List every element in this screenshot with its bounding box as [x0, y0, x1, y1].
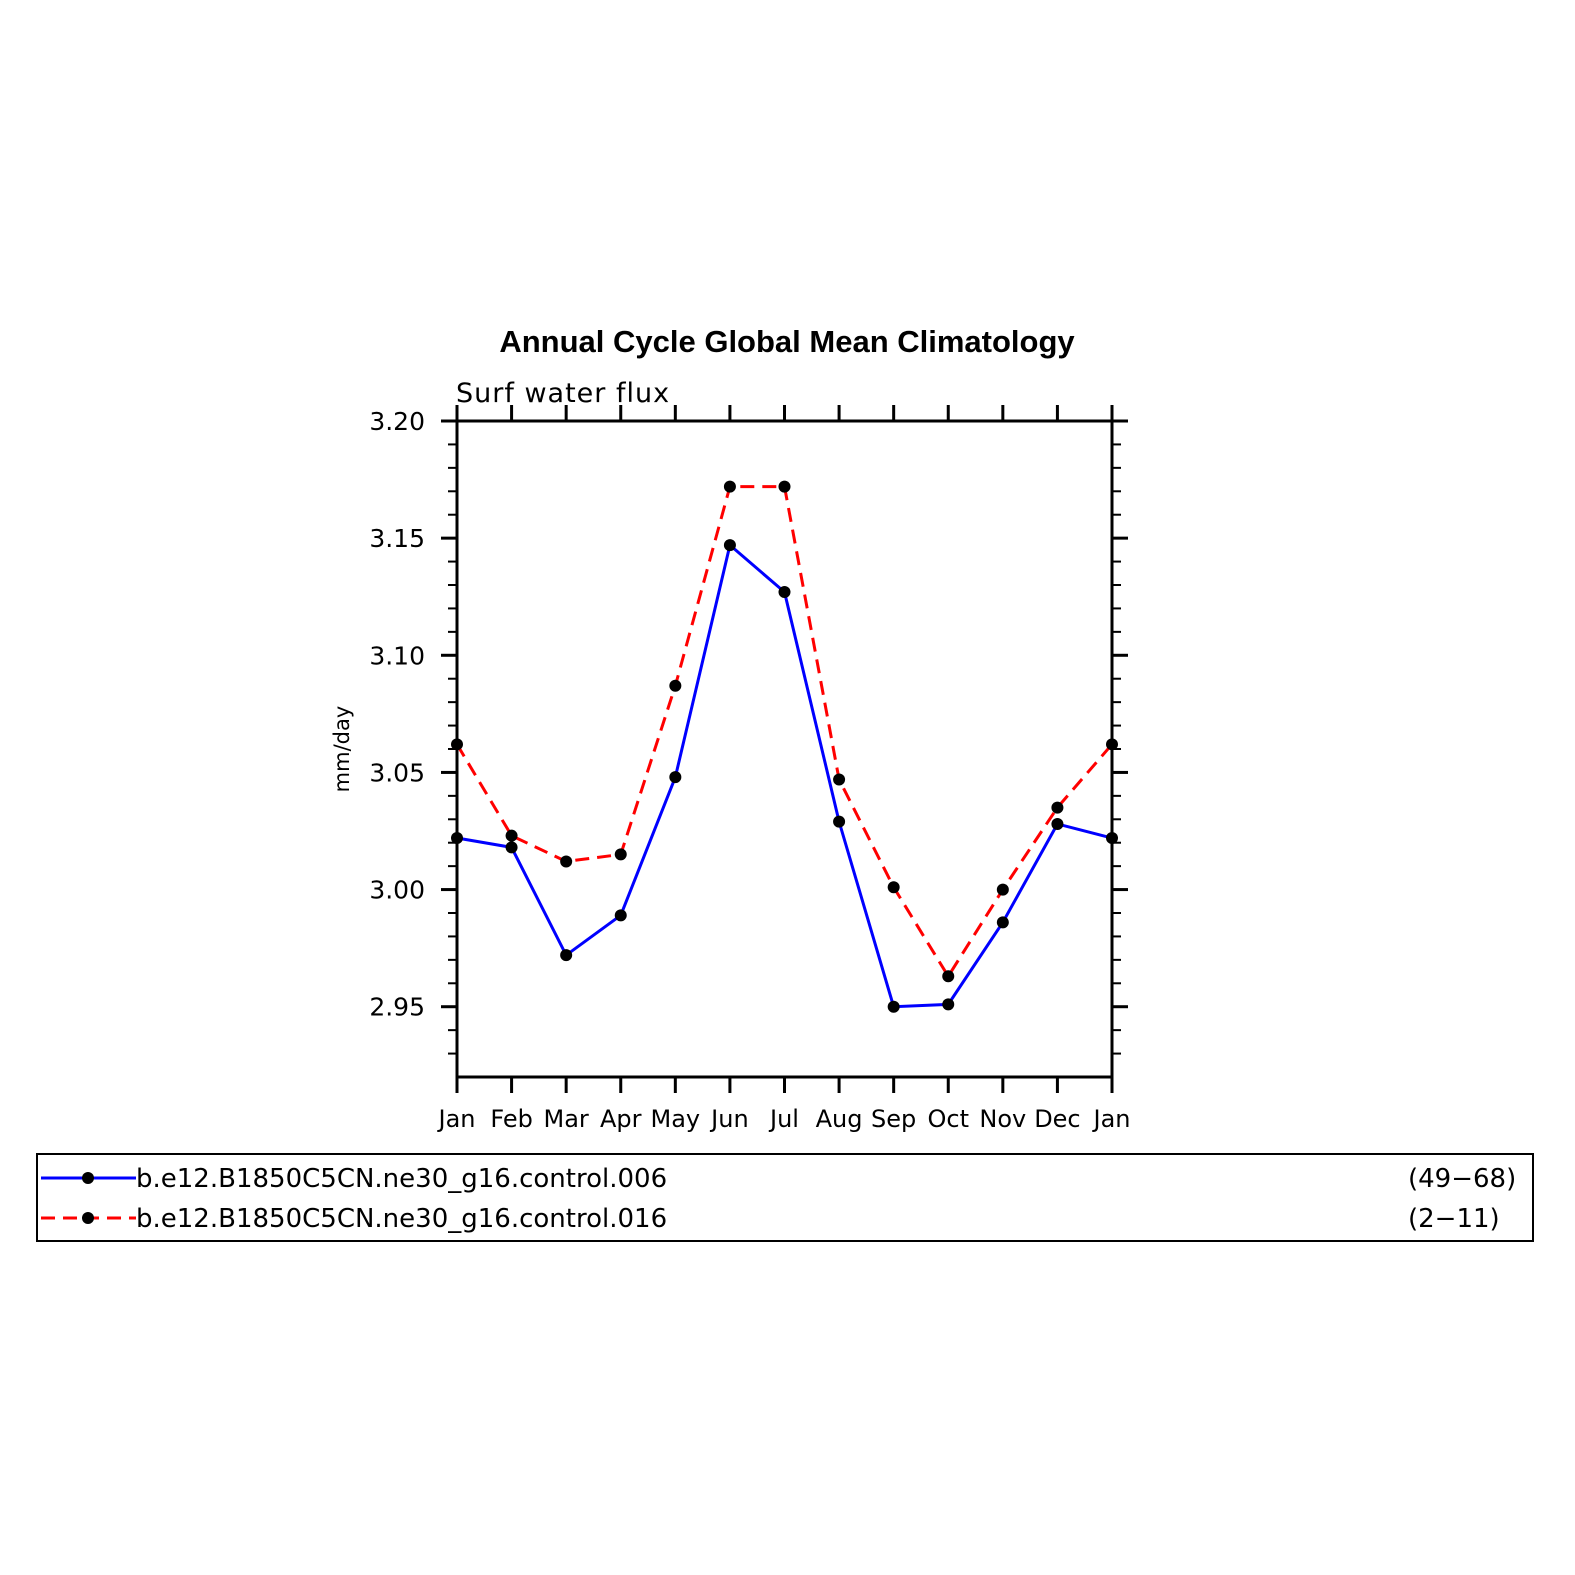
data-point: [560, 855, 573, 868]
legend-label: b.e12.B1850C5CN.ne30_g16.control.006: [136, 1164, 667, 1194]
legend-years: (2−11): [1408, 1204, 1500, 1234]
data-point: [942, 970, 955, 983]
x-tick-label: Jan: [437, 1105, 476, 1133]
data-point: [560, 949, 573, 962]
legend-marker: [82, 1212, 94, 1224]
data-point: [1051, 801, 1064, 814]
data-point: [778, 586, 791, 599]
data-point: [669, 771, 682, 784]
x-tick-label: Jun: [709, 1105, 749, 1133]
data-point: [1051, 817, 1064, 830]
x-tick-label: Jul: [768, 1105, 799, 1133]
plot-frame: [455, 419, 1114, 1079]
data-point: [1106, 738, 1118, 751]
y-tick-label: 3.10: [369, 641, 425, 670]
y-tick-label: 3.00: [369, 876, 425, 905]
series-1: [451, 539, 1118, 1013]
x-tick-label: Oct: [928, 1105, 970, 1133]
x-tick-label: Aug: [816, 1105, 863, 1133]
legend: b.e12.B1850C5CN.ne30_g16.control.006 (49−…: [36, 1153, 1534, 1242]
data-point: [942, 998, 955, 1011]
data-point: [887, 1000, 900, 1013]
x-tick-label: Jan: [1092, 1105, 1131, 1133]
data-point: [614, 909, 627, 922]
data-point: [505, 829, 518, 842]
data-point: [996, 883, 1009, 896]
x-tick-labels: Jan Feb Mar Apr May Jun Jul Aug Sep Oct Nov Dec Jan: [437, 1105, 1131, 1133]
data-point: [723, 539, 736, 552]
legend-marker: [82, 1172, 94, 1184]
chart-title: Annual Cycle Global Mean Climatology: [499, 324, 1075, 359]
data-point: [614, 848, 627, 861]
x-tick-label: Apr: [600, 1105, 642, 1133]
x-tick-label: Feb: [490, 1105, 533, 1133]
y-tick-label: 2.95: [369, 993, 425, 1022]
chart-subtitle: Surf water flux: [456, 378, 670, 409]
y-tick-label: 3.05: [369, 758, 425, 787]
data-point: [505, 841, 518, 854]
data-point: [1106, 832, 1118, 845]
data-point: [723, 480, 736, 493]
series-layer: [451, 480, 1118, 1013]
data-point: [833, 773, 846, 786]
data-point: [833, 815, 846, 828]
legend-box: [36, 1153, 1534, 1242]
data-point: [451, 738, 463, 751]
y-tick-label: 3.15: [369, 524, 425, 553]
y-tick-label: 3.20: [369, 407, 425, 436]
x-tick-label: Dec: [1034, 1105, 1080, 1133]
data-point: [778, 480, 791, 493]
x-tick-label: Mar: [544, 1105, 589, 1133]
data-point: [996, 916, 1009, 929]
legend-years: (49−68): [1408, 1164, 1516, 1194]
x-tick-label: May: [651, 1105, 701, 1133]
legend-label: b.e12.B1850C5CN.ne30_g16.control.016: [136, 1204, 667, 1234]
data-point: [887, 881, 900, 894]
plot-axes: [441, 405, 1128, 1093]
x-tick-label: Nov: [979, 1105, 1026, 1133]
x-tick-label: Sep: [871, 1105, 916, 1133]
data-point: [669, 679, 682, 692]
series-2: [451, 480, 1118, 983]
y-tick-labels: 3.20 3.15 3.10 3.05 3.00 2.95: [369, 407, 425, 1022]
data-point: [451, 832, 463, 845]
y-axis-label: mm/day: [330, 706, 354, 793]
series-line: [456, 542, 1113, 1009]
